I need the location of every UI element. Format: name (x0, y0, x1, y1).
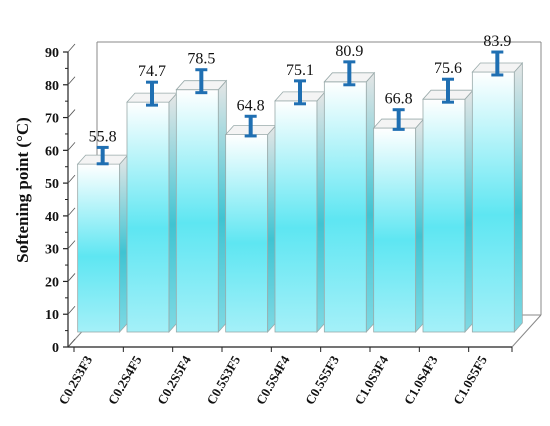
bar-side-face (267, 124, 277, 334)
data-label: 66.8 (385, 91, 413, 108)
bar (323, 60, 376, 334)
y-tick-depth (67, 142, 76, 151)
data-label: 74.7 (138, 63, 166, 80)
x-tick-label: C0.5S4F4 (253, 353, 293, 408)
y-tick-depth (67, 43, 76, 53)
x-tick-label: C0.2S5F4 (154, 353, 194, 408)
data-label: 80.9 (335, 43, 363, 60)
y-tick-depth (67, 273, 76, 282)
y-tick-depth (67, 338, 76, 348)
x-tick-label: C1.0S4F3 (401, 353, 441, 408)
y-tick-label: 60 (45, 144, 59, 159)
bar-front-face (274, 100, 318, 333)
y-tick-depth (67, 174, 76, 184)
x-tick-label: C0.5S3F5 (203, 353, 243, 408)
bar (126, 80, 178, 334)
y-tick-label: 40 (45, 210, 59, 225)
data-label: 75.6 (434, 60, 462, 77)
bar-side-face (365, 71, 375, 334)
bar-front-face (77, 163, 121, 333)
bar-front-face (471, 71, 515, 333)
bar-side-face (316, 90, 326, 334)
y-tick-depth (67, 305, 76, 315)
data-label: 64.8 (237, 97, 265, 114)
y-axis-title: Softening point (°C) (13, 117, 32, 263)
bar-front-face (323, 81, 367, 333)
bar (175, 68, 228, 334)
y-tick-label: 70 (45, 112, 59, 127)
x-tick-label: C1.0S5F5 (450, 353, 490, 408)
y-tick-label: 10 (45, 308, 59, 323)
bar-front-face (373, 127, 417, 333)
bar-side-face (168, 92, 178, 334)
bar (76, 145, 129, 334)
bar (274, 79, 326, 334)
data-label: 78.5 (187, 51, 215, 68)
bar-front-face (422, 98, 466, 333)
x-tick-label: C1.0S3F4 (351, 353, 391, 408)
bar-front-face (225, 134, 269, 333)
floor-right-edge (511, 314, 542, 348)
y-tick-depth (67, 207, 76, 217)
y-tick-label: 50 (45, 177, 59, 192)
bar (422, 77, 474, 334)
y-tick-label: 30 (45, 243, 59, 258)
x-tick-label: C0.2S3F3 (55, 353, 95, 408)
y-tick-depth (67, 76, 76, 86)
bar (372, 108, 425, 334)
x-tick-label: C0.2S4F5 (105, 353, 145, 408)
y-tick-depth (67, 240, 76, 249)
bars (76, 50, 524, 334)
x-tick-label: C0.5S5F3 (302, 353, 342, 408)
bar-side-face (513, 61, 523, 334)
y-tick-depth (67, 109, 76, 118)
y-tick-label: 80 (45, 79, 59, 94)
bar-side-face (464, 89, 474, 334)
bar (471, 50, 524, 334)
bar-side-face (119, 154, 129, 334)
y-tick-label: 90 (45, 46, 59, 61)
bar-side-face (217, 79, 227, 334)
data-label: 55.8 (89, 128, 117, 145)
y-tick-label: 20 (45, 275, 59, 290)
y-tick-label: 0 (52, 341, 59, 356)
bar-side-face (415, 117, 425, 334)
bar (224, 114, 277, 334)
bar-front-face (126, 101, 170, 333)
data-label: 83.9 (483, 33, 511, 50)
bar-front-face (175, 89, 219, 333)
data-label: 75.1 (286, 62, 314, 79)
